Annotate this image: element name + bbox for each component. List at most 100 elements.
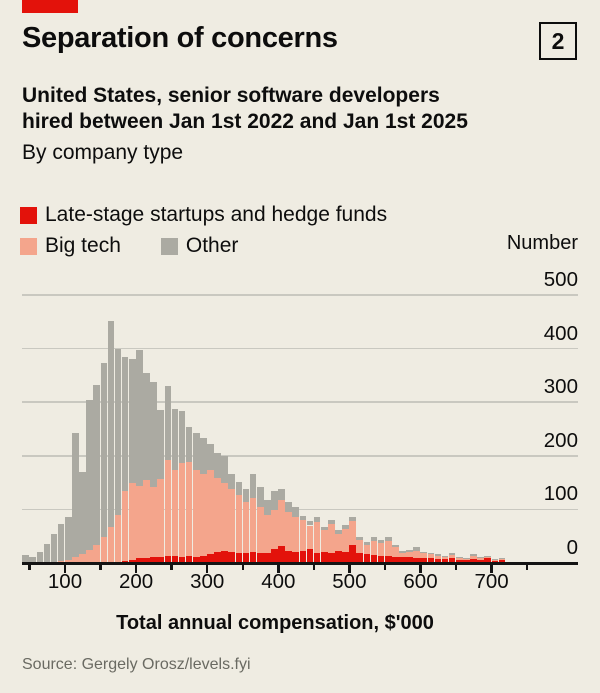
bar-startups-610 (427, 558, 435, 563)
bar-other-170 (114, 349, 122, 515)
bar-bigtech-390 (271, 509, 278, 549)
bar-other-250 (171, 409, 179, 471)
bar-startups-360 (249, 551, 257, 563)
bar-bigtech-440 (306, 525, 314, 550)
bar-other-120 (79, 471, 86, 554)
bar-other-690 (484, 555, 492, 557)
bar-startups-410 (285, 551, 292, 563)
bar-startups-290 (200, 556, 207, 563)
bar-bigtech-640 (448, 554, 456, 559)
bar-bigtech-710 (498, 558, 506, 561)
bar-bigtech-140 (93, 544, 100, 563)
bar-startups-500 (349, 545, 356, 563)
x-axis-title: Total annual compensation, $'000 (116, 612, 434, 634)
bar-startups-680 (477, 559, 484, 563)
bar-bigtech-210 (143, 480, 150, 558)
bar-startups-490 (342, 552, 349, 563)
bar-startups-630 (441, 559, 449, 563)
bar-other-370 (256, 486, 264, 507)
bar-bigtech-170 (114, 514, 122, 563)
bar-bigtech-620 (434, 556, 442, 559)
bar-bigtech-610 (427, 554, 435, 559)
bar-other-460 (320, 526, 328, 531)
bar-other-670 (470, 554, 477, 557)
bar-bigtech-690 (484, 556, 492, 558)
bar-bigtech-480 (335, 533, 342, 552)
bar-bigtech-110 (72, 556, 79, 563)
bar-other-470 (328, 520, 335, 524)
bar-startups-640 (448, 558, 456, 563)
gridline-y-200 (22, 455, 578, 457)
bar-startups-550 (384, 556, 392, 563)
bar-startups-240 (164, 555, 172, 563)
bar-other-140 (93, 385, 100, 545)
bar-other-100 (64, 517, 72, 560)
bar-other-480 (335, 529, 342, 534)
bar-startups-470 (328, 553, 335, 563)
x-tick-major-500 (348, 564, 351, 573)
y-axis-tick-label: 300 (543, 375, 578, 399)
x-tick-major-400 (277, 564, 280, 573)
x-tick-minor-50 (28, 564, 31, 570)
bar-other-550 (384, 536, 392, 541)
bar-startups-530 (370, 554, 378, 563)
bar-other-430 (299, 515, 307, 521)
bar-bigtech-660 (463, 558, 470, 561)
bar-other-610 (427, 552, 435, 555)
legend-swatch-bigtech (20, 237, 37, 255)
bar-bigtech-120 (79, 553, 86, 563)
bar-other-710 (498, 557, 506, 559)
bar-other-360 (249, 474, 257, 499)
bar-bigtech-530 (370, 540, 378, 555)
bar-other-180 (121, 356, 129, 491)
gridline-y-300 (22, 401, 578, 403)
bar-startups-460 (320, 552, 328, 563)
bar-other-510 (356, 536, 364, 540)
y-axis-tick-label: 0 (566, 536, 578, 559)
bar-other-700 (491, 558, 499, 560)
bar-startups-440 (306, 549, 314, 563)
bar-other-110 (72, 433, 79, 557)
x-tick-minor-550 (383, 564, 387, 570)
bar-other-160 (107, 320, 115, 527)
bar-bigtech-310 (214, 478, 221, 552)
bar-bigtech-380 (264, 514, 271, 554)
bar-other-210 (143, 373, 150, 481)
bar-startups-260 (178, 556, 186, 563)
bar-other-190 (128, 359, 136, 483)
bar-startups-230 (157, 556, 164, 563)
legend-item-other: Other (160, 234, 239, 258)
figure-number-badge: 2 (539, 22, 577, 60)
bar-bigtech-130 (86, 550, 93, 563)
x-tick-minor-650 (454, 564, 458, 570)
bar-bigtech-680 (477, 558, 484, 560)
bar-other-50 (29, 557, 36, 563)
bar-bigtech-320 (221, 482, 228, 551)
legend-item-bigtech: Big tech (20, 234, 121, 258)
bar-other-80 (50, 533, 58, 562)
bar-other-580 (406, 550, 413, 553)
bar-bigtech-200 (136, 486, 143, 559)
y-axis-title: Number (506, 232, 578, 254)
bar-other-70 (43, 544, 51, 563)
x-tick-minor-750 (525, 564, 529, 570)
bar-startups-320 (221, 550, 228, 563)
bar-startups-220 (150, 557, 157, 563)
x-axis-tick-label: 700 (474, 570, 509, 593)
bar-startups-570 (399, 557, 406, 563)
bar-other-450 (313, 516, 321, 522)
bar-startups-190 (128, 559, 136, 563)
bar-other-660 (463, 557, 470, 559)
bar-startups-590 (413, 557, 420, 563)
x-tick-major-600 (419, 564, 422, 573)
bar-bigtech-330 (228, 488, 236, 552)
legend-row-2: Big tech Other (20, 234, 238, 258)
bar-startups-300 (207, 553, 214, 563)
bar-bigtech-450 (313, 521, 321, 554)
bar-bigtech-180 (121, 490, 129, 562)
bar-bigtech-230 (157, 479, 164, 557)
bar-startups-430 (299, 550, 307, 563)
bar-other-520 (363, 541, 371, 545)
bar-startups-510 (356, 553, 364, 563)
legend-label-other: Other (185, 234, 239, 257)
